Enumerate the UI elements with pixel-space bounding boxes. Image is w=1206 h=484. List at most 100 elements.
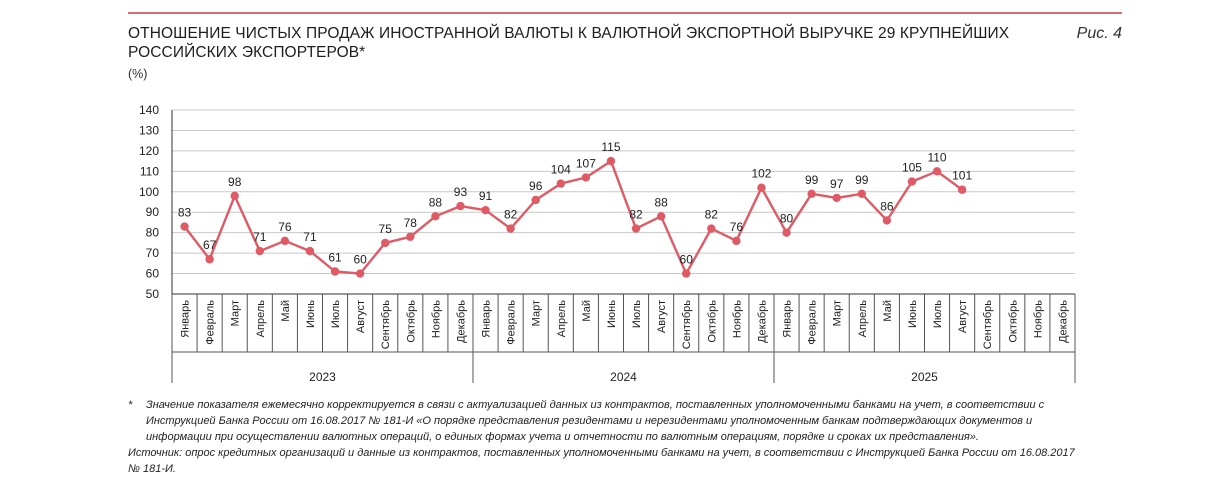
data-point	[782, 228, 791, 237]
x-tick-label: Апрель	[857, 300, 869, 338]
x-tick-label: Апрель	[556, 300, 568, 338]
data-point	[732, 236, 741, 246]
data-label: 99	[855, 173, 869, 187]
year-label: 2024	[610, 370, 637, 384]
data-point	[230, 191, 239, 201]
x-tick-label: Ноябрь	[430, 300, 442, 338]
x-tick-label: Декабрь	[756, 300, 768, 343]
footnote-text: Значение показателя ежемесячно корректир…	[146, 399, 1045, 443]
year-label: 2025	[911, 370, 938, 384]
data-point	[355, 269, 365, 278]
data-point	[556, 179, 565, 188]
top-divider	[128, 12, 1122, 14]
data-label: 82	[504, 208, 518, 222]
data-label: 99	[805, 173, 819, 187]
data-point	[280, 236, 290, 246]
data-point	[932, 167, 942, 176]
source-note: Источник: опрос кредитных организаций и …	[128, 447, 1075, 475]
x-tick-label: Май	[280, 300, 292, 322]
y-axis-unit: (%)	[128, 67, 148, 81]
x-tick-label: Февраль	[506, 300, 518, 345]
data-label: 101	[952, 169, 972, 183]
data-point	[807, 189, 816, 199]
data-point	[481, 205, 490, 215]
x-tick-label: Ноябрь	[731, 300, 743, 338]
data-point	[832, 193, 841, 203]
x-tick-label: Январь	[180, 300, 192, 338]
chart-title: Отношение чистых продаж иностранной валю…	[128, 25, 1010, 61]
data-point	[330, 267, 340, 276]
y-tick-label: 110	[140, 164, 159, 178]
x-tick-label: Декабрь	[455, 300, 467, 343]
data-label: 88	[429, 195, 443, 209]
data-label: 104	[551, 163, 571, 177]
x-tick-label: Апрель	[255, 300, 267, 338]
data-label: 107	[576, 156, 596, 170]
data-point	[757, 183, 766, 192]
data-label: 67	[203, 238, 217, 252]
year-label: 2023	[309, 370, 336, 384]
x-tick-label: Март	[230, 300, 242, 326]
data-point	[456, 201, 465, 211]
data-point	[531, 195, 540, 205]
x-tick-label: Декабрь	[1057, 300, 1069, 343]
data-label: 86	[880, 199, 894, 213]
x-tick-label: Январь	[782, 300, 794, 338]
series-line	[183, 159, 963, 275]
figure-label: Рис. 4	[1076, 25, 1122, 42]
x-tick-label: Февраль	[807, 300, 819, 345]
footnote-mark: *	[128, 399, 133, 411]
data-label: 75	[379, 222, 393, 236]
x-tick-label: Январь	[481, 300, 493, 338]
y-tick-label: 60	[146, 267, 160, 281]
x-tick-label: Июнь	[305, 300, 317, 328]
data-label: 80	[780, 212, 794, 226]
x-tick-label: Август	[957, 300, 969, 333]
y-tick-label: 100	[139, 185, 159, 199]
data-point	[857, 189, 866, 199]
data-label: 60	[353, 253, 367, 267]
y-tick-label: 120	[139, 144, 159, 158]
x-tick-label: Июль	[330, 300, 342, 328]
data-label: 88	[654, 195, 668, 209]
data-label: 98	[228, 175, 242, 189]
x-tick-label: Октябрь	[706, 300, 718, 343]
data-label: 93	[454, 185, 468, 199]
y-tick-label: 130	[139, 123, 159, 137]
data-point	[406, 232, 415, 241]
data-label: 102	[751, 167, 771, 181]
x-tick-label: Ноябрь	[1032, 300, 1044, 338]
x-tick-label: Март	[832, 300, 844, 326]
data-label: 71	[253, 230, 267, 244]
data-label: 82	[629, 208, 643, 222]
x-tick-label: Июль	[932, 300, 944, 328]
data-point	[205, 255, 214, 264]
x-tick-label: Сентябрь	[380, 300, 392, 350]
data-point	[957, 185, 967, 194]
y-tick-label: 50	[146, 287, 160, 301]
data-point	[506, 224, 515, 233]
data-point	[907, 177, 917, 186]
x-tick-label: Май	[882, 300, 894, 322]
x-tick-label: Июнь	[606, 300, 618, 328]
y-tick-label: 80	[146, 226, 160, 240]
x-tick-label: Март	[531, 300, 543, 326]
data-label: 76	[730, 220, 744, 234]
chart-notes: * Значение показателя ежемесячно коррект…	[128, 397, 1088, 477]
data-point	[581, 173, 591, 182]
y-tick-label: 70	[146, 246, 160, 260]
data-point	[682, 269, 691, 278]
data-point	[631, 224, 641, 233]
data-point	[381, 238, 390, 248]
data-point	[656, 212, 666, 221]
data-label: 115	[601, 140, 620, 154]
x-tick-label: Июль	[631, 300, 643, 328]
x-tick-label: Февраль	[205, 300, 217, 345]
data-label: 76	[278, 220, 292, 234]
data-label: 97	[830, 177, 844, 191]
data-point	[882, 216, 892, 225]
data-point	[707, 224, 716, 233]
footnote: * Значение показателя ежемесячно коррект…	[128, 397, 1088, 445]
data-point	[431, 212, 440, 221]
data-label: 96	[529, 179, 543, 193]
